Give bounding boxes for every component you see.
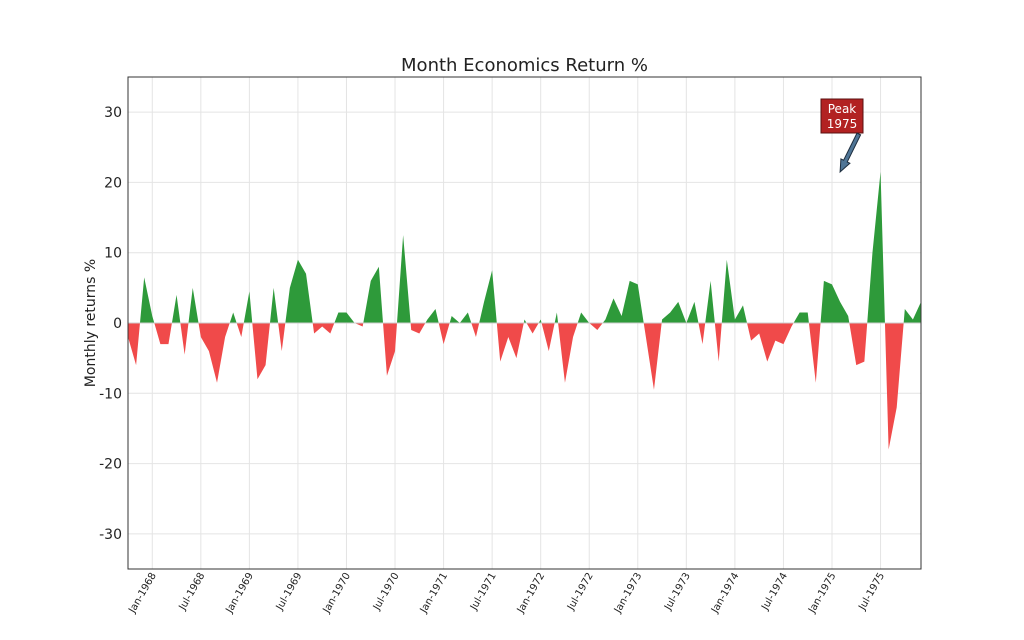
y-axis-label: Monthly returns % — [83, 259, 99, 387]
y-tick-label: 20 — [104, 175, 122, 191]
plot-frame — [127, 76, 922, 570]
chart-title: Month Economics Return % — [401, 55, 648, 76]
x-tick-label: Jan-1975 — [806, 571, 838, 616]
y-axis-ticks: -30 -20 -10 0 10 20 30 — [99, 105, 122, 543]
x-tick-label: Jul-1973 — [662, 571, 693, 613]
y-tick-label: -10 — [99, 386, 122, 402]
area-series — [128, 171, 921, 450]
negative-returns-area — [128, 323, 921, 450]
x-tick-label: Jul-1972 — [565, 571, 596, 613]
x-tick-label: Jan-1968 — [127, 571, 159, 616]
x-tick-label: Jul-1974 — [759, 571, 790, 613]
x-tick-label: Jul-1970 — [371, 571, 402, 613]
x-tick-label: Jul-1971 — [468, 571, 499, 613]
y-tick-label: -20 — [99, 457, 122, 473]
x-tick-label: Jul-1969 — [274, 571, 305, 613]
peak-annotation: Peak 1975 — [820, 98, 864, 174]
x-tick-label: Jan-1974 — [709, 571, 741, 616]
x-tick-label: Jul-1968 — [177, 571, 208, 613]
annotation-text-line1: Peak — [828, 102, 857, 116]
x-tick-label: Jan-1971 — [418, 571, 450, 616]
y-tick-label: 30 — [104, 105, 122, 121]
x-tick-label: Jan-1969 — [224, 571, 256, 616]
x-axis-ticks: Jan-1968 Jul-1968 Jan-1969 Jul-1969 Jan-1970… — [127, 571, 888, 616]
x-tick-label: Jan-1973 — [612, 571, 644, 616]
y-tick-label: -30 — [99, 527, 122, 543]
x-tick-label: Jul-1975 — [857, 571, 888, 613]
annotation-arrow — [839, 132, 862, 174]
annotation-text-line2: 1975 — [827, 117, 858, 131]
x-tick-label: Jan-1972 — [515, 571, 547, 616]
annotation-box — [820, 98, 864, 134]
y-tick-label: 0 — [113, 316, 122, 332]
positive-returns-area — [128, 171, 921, 323]
x-tick-label: Jan-1970 — [321, 571, 353, 616]
y-tick-label: 10 — [104, 246, 122, 262]
